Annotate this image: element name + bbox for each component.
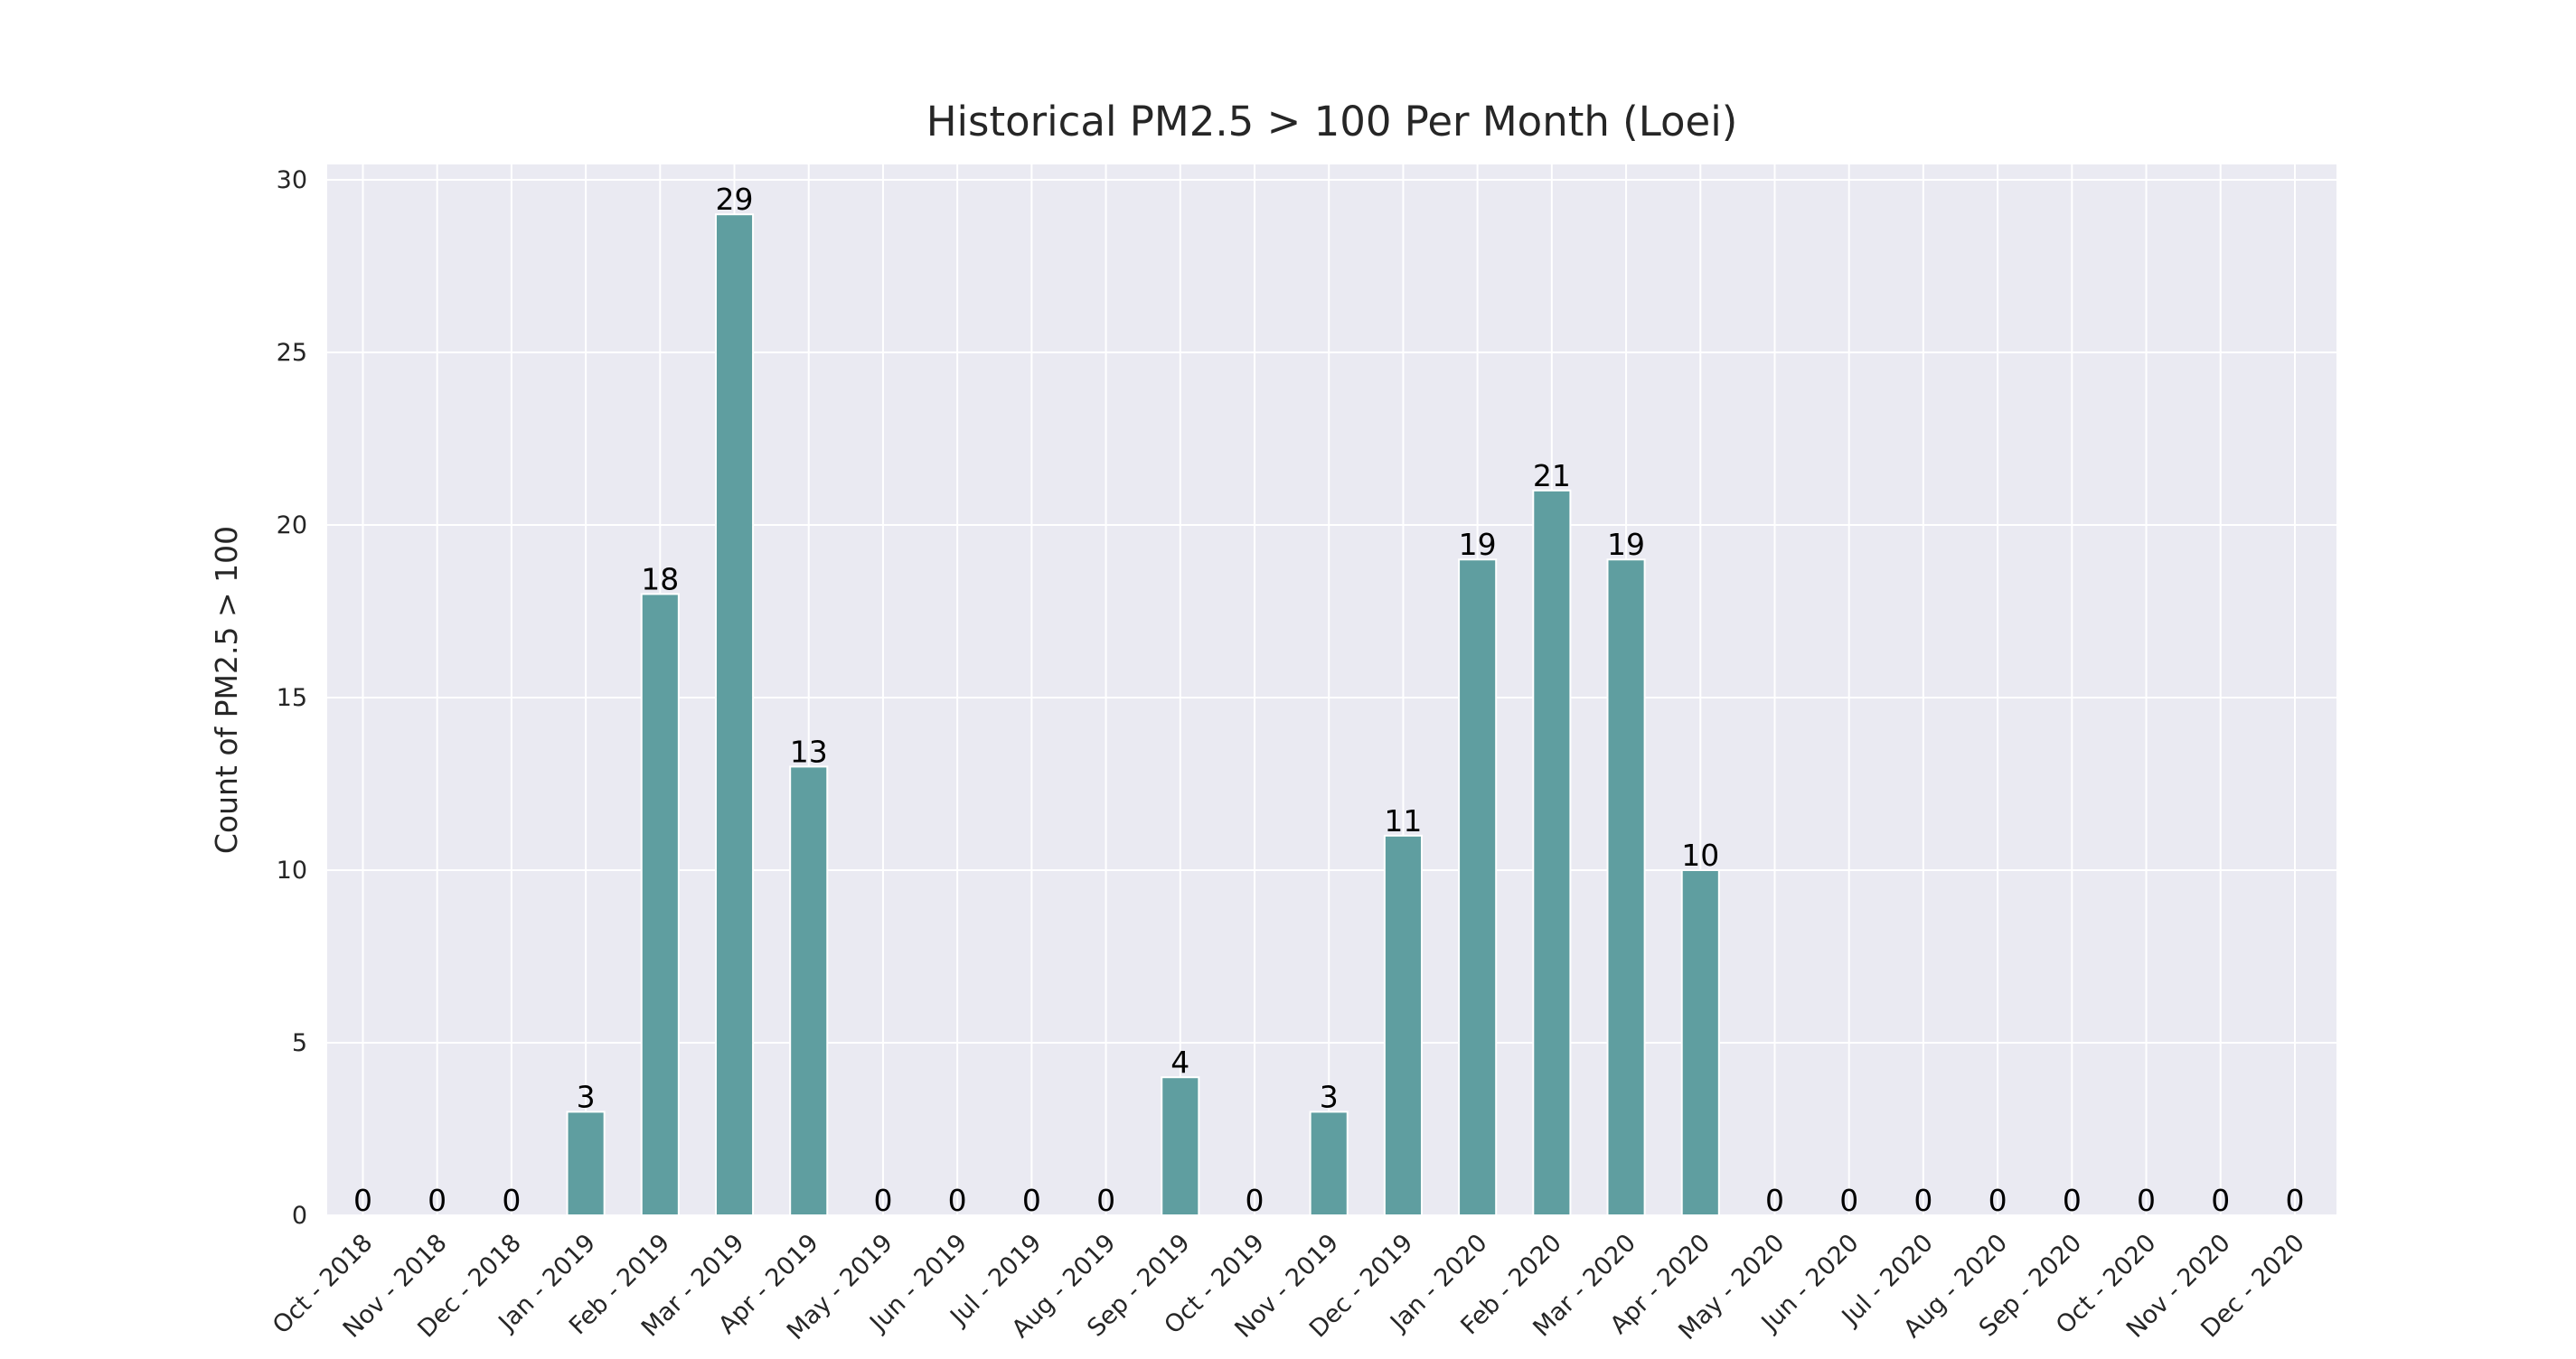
bar-value-label: 10 [1681, 838, 1719, 873]
bar-value-label: 0 [948, 1183, 967, 1218]
bar-value-label: 0 [2137, 1183, 2156, 1218]
data-labels: 0 0 0 3 18 29 13 0 0 0 0 4 0 3 11 19 21 19 10 0 0 0 0 0 0 0 0 [353, 182, 2304, 1218]
y-axis-label: Count of PM2.5 > 100 [209, 526, 244, 854]
bar [640, 593, 680, 1216]
chart-title: Historical PM2.5 > 100 Per Month (Loei) [926, 98, 1738, 145]
bar [1458, 558, 1498, 1216]
bar-value-label: 0 [1839, 1183, 1858, 1218]
bar-value-label: 0 [2211, 1183, 2230, 1218]
bar [714, 213, 755, 1217]
y-tick-label: 30 [277, 166, 307, 194]
bar [1383, 834, 1423, 1216]
bar-value-label: 0 [353, 1183, 372, 1218]
y-tick-label: 0 [292, 1202, 307, 1230]
bar-value-label: 0 [2285, 1183, 2304, 1218]
y-tick-label: 5 [292, 1029, 307, 1057]
bar [1532, 489, 1572, 1216]
bar-value-label: 0 [1765, 1183, 1784, 1218]
y-tick-label: 25 [277, 339, 307, 367]
y-tick-label: 20 [277, 511, 307, 539]
bar-value-label: 3 [577, 1079, 596, 1114]
bar-value-label: 21 [1533, 458, 1571, 493]
bar-value-label: 0 [1913, 1183, 1932, 1218]
bar-value-label: 18 [641, 561, 679, 596]
bar [1606, 558, 1646, 1216]
bar-value-label: 19 [1459, 527, 1497, 562]
y-axis-ticks: 0 5 10 15 20 25 30 [277, 166, 307, 1230]
bar [566, 1111, 606, 1217]
bars [566, 213, 1720, 1217]
bar-value-label: 3 [1320, 1079, 1339, 1114]
y-tick-label: 10 [277, 857, 307, 885]
plot-area [327, 164, 2336, 1215]
bar-value-label: 0 [502, 1183, 521, 1218]
bar-value-label: 0 [1988, 1183, 2007, 1218]
bar-value-label: 19 [1607, 527, 1645, 562]
bar-value-label: 13 [790, 734, 828, 769]
bar-value-label: 0 [1022, 1183, 1041, 1218]
bar-value-label: 0 [428, 1183, 447, 1218]
bar [1680, 869, 1720, 1216]
bar [789, 765, 829, 1217]
bar-value-label: 4 [1170, 1045, 1189, 1080]
bar-value-label: 0 [1246, 1183, 1264, 1218]
y-tick-label: 15 [277, 684, 307, 712]
bar-value-label: 0 [873, 1183, 892, 1218]
bar [1161, 1076, 1200, 1216]
bar-value-label: 0 [1096, 1183, 1115, 1218]
bar-value-label: 29 [716, 182, 754, 217]
bar-value-label: 0 [2063, 1183, 2082, 1218]
bar-value-label: 11 [1384, 803, 1422, 839]
bar [1309, 1111, 1349, 1217]
